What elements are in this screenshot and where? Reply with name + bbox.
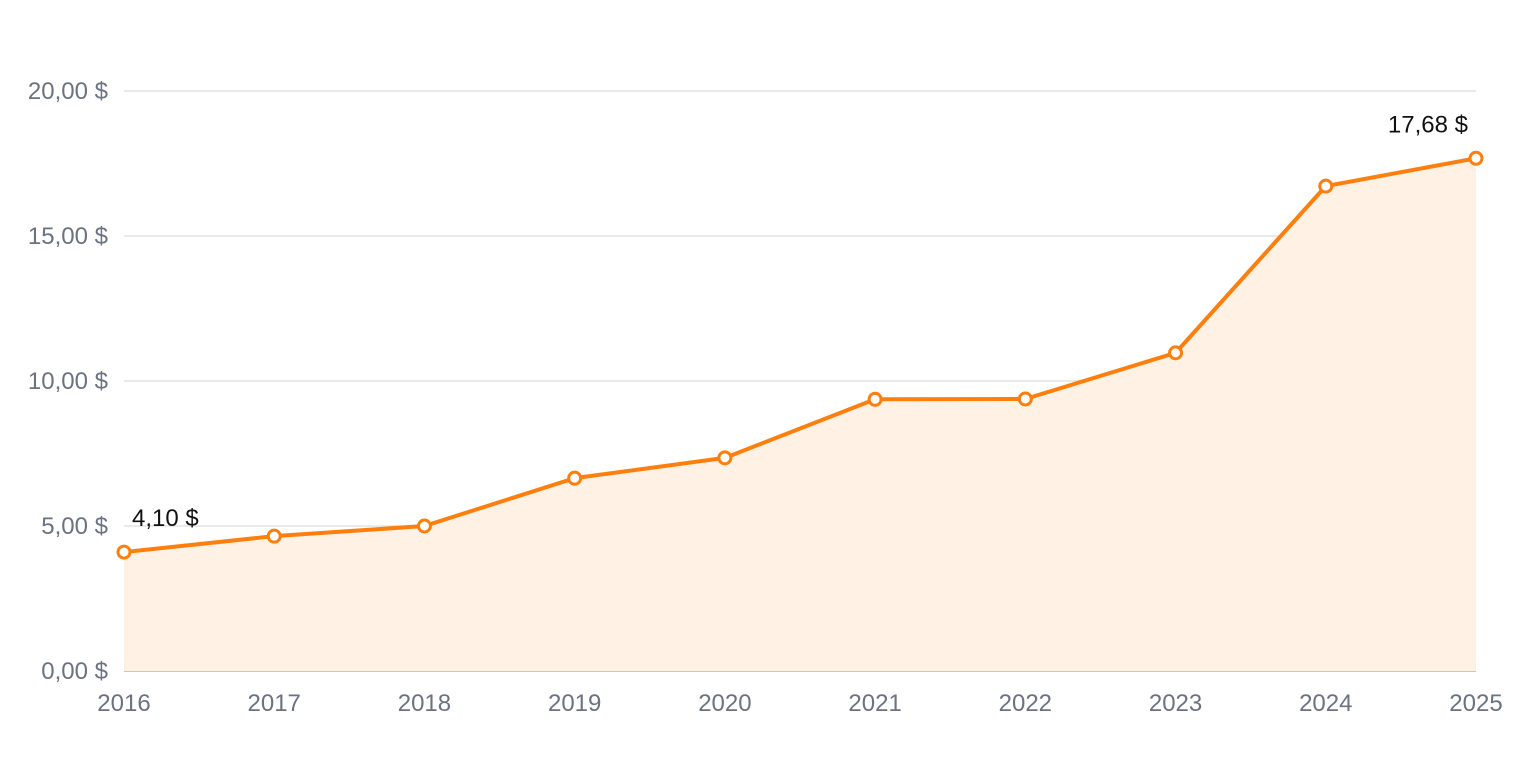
data-point [567, 470, 583, 486]
series-line [122, 156, 1478, 555]
y-tick-label: 0,00 $ [41, 658, 108, 685]
x-tick-label: 2023 [1149, 690, 1202, 717]
data-point [116, 544, 132, 560]
data-point [1318, 178, 1334, 194]
x-tick-label: 2022 [999, 690, 1052, 717]
x-tick-label: 2018 [398, 690, 451, 717]
data-labels: 4,10 $ 17,68 $ [132, 111, 1468, 532]
series-points [116, 150, 1484, 560]
y-axis-ticks: 0,00 $ 5,00 $ 10,00 $ 15,00 $ 20,00 $ [28, 78, 108, 685]
x-tick-label: 2024 [1299, 690, 1352, 717]
series-area [124, 158, 1476, 671]
y-tick-label: 20,00 $ [28, 78, 108, 105]
x-tick-label: 2020 [698, 690, 751, 717]
data-point [416, 518, 432, 534]
x-tick-label: 2019 [548, 690, 601, 717]
data-point [266, 528, 282, 544]
y-tick-label: 15,00 $ [28, 223, 108, 250]
data-point [1168, 345, 1184, 361]
data-point [717, 450, 733, 466]
data-label: 4,10 $ [132, 505, 199, 532]
data-point [1468, 150, 1484, 166]
x-tick-label: 2016 [97, 690, 150, 717]
data-label: 17,68 $ [1388, 111, 1468, 138]
y-tick-label: 5,00 $ [41, 513, 108, 540]
x-tick-label: 2025 [1449, 690, 1502, 717]
x-tick-label: 2017 [248, 690, 301, 717]
x-tick-label: 2021 [848, 690, 901, 717]
data-point [1017, 391, 1033, 407]
data-point [867, 391, 883, 407]
x-axis-ticks: 2016 2017 2018 2019 2020 2021 2022 2023 2024 2025 [97, 690, 1502, 717]
y-tick-label: 10,00 $ [28, 368, 108, 395]
